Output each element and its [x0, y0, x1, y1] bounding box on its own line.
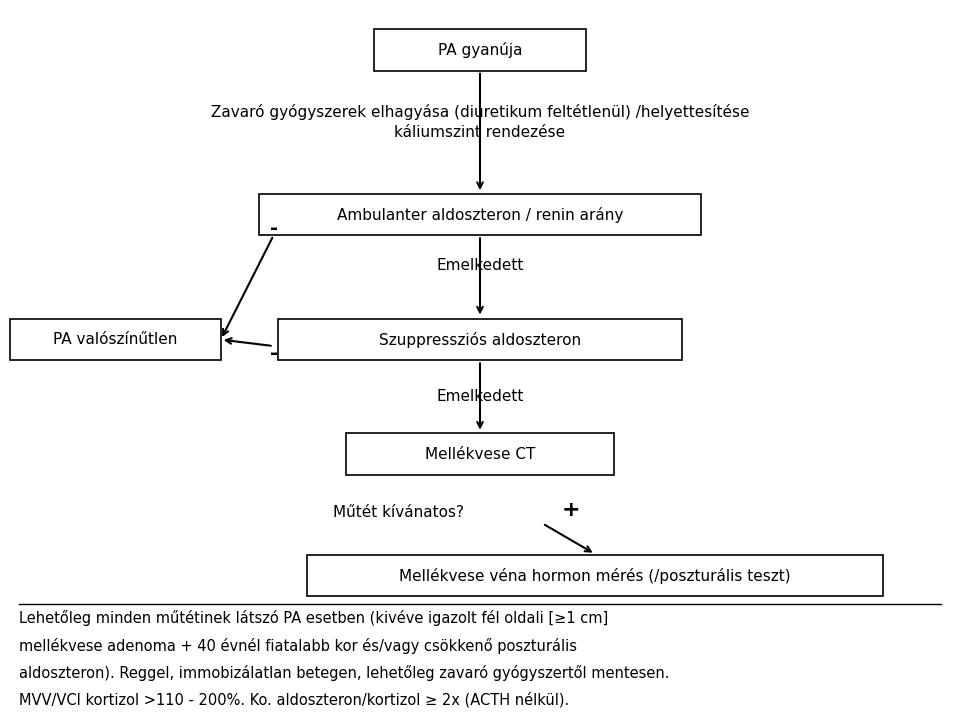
FancyBboxPatch shape	[278, 319, 682, 360]
Text: -: -	[270, 220, 277, 238]
Text: Lehetőleg minden műtétinek látszó PA esetben (kivéve igazolt fél oldali [≥1 cm]: Lehetőleg minden műtétinek látszó PA ese…	[19, 611, 609, 626]
Text: aldoszteron). Reggel, immobizálatlan betegen, lehetőleg zavaró gyógyszertől ment: aldoszteron). Reggel, immobizálatlan bet…	[19, 665, 670, 681]
Text: -: -	[270, 345, 277, 363]
FancyBboxPatch shape	[307, 555, 883, 596]
FancyBboxPatch shape	[374, 29, 586, 71]
Text: mellékvese adenoma + 40 évnél fiatalabb kor és/vagy csökkenő poszturális: mellékvese adenoma + 40 évnél fiatalabb …	[19, 638, 577, 654]
FancyBboxPatch shape	[259, 194, 701, 235]
Text: Zavaró gyógyszerek elhagyása (diuretikum feltétlenül) /helyettesítése: Zavaró gyógyszerek elhagyása (diuretikum…	[211, 104, 749, 120]
FancyBboxPatch shape	[10, 319, 221, 360]
Text: Emelkedett: Emelkedett	[436, 259, 524, 273]
Text: Szuppressziós aldoszteron: Szuppressziós aldoszteron	[379, 332, 581, 347]
Text: Ambulanter aldoszteron / renin arány: Ambulanter aldoszteron / renin arány	[337, 207, 623, 222]
Text: Mellékvese CT: Mellékvese CT	[425, 447, 535, 461]
Text: Mellékvese véna hormon mérés (/poszturális teszt): Mellékvese véna hormon mérés (/poszturál…	[399, 568, 791, 583]
Text: +: +	[562, 500, 581, 520]
FancyBboxPatch shape	[346, 433, 614, 475]
Text: Emelkedett: Emelkedett	[436, 390, 524, 404]
Text: PA valószínűtlen: PA valószínűtlen	[53, 332, 178, 347]
Text: káliumszint rendezése: káliumszint rendezése	[395, 125, 565, 139]
Text: MVV/VCI kortizol >110 - 200%. Ko. aldoszteron/kortizol ≥ 2x (ACTH nélkül).: MVV/VCI kortizol >110 - 200%. Ko. aldosz…	[19, 692, 569, 708]
Text: PA gyanúja: PA gyanúja	[438, 42, 522, 58]
Text: Műtét kívánatos?: Műtét kívánatos?	[333, 506, 464, 520]
